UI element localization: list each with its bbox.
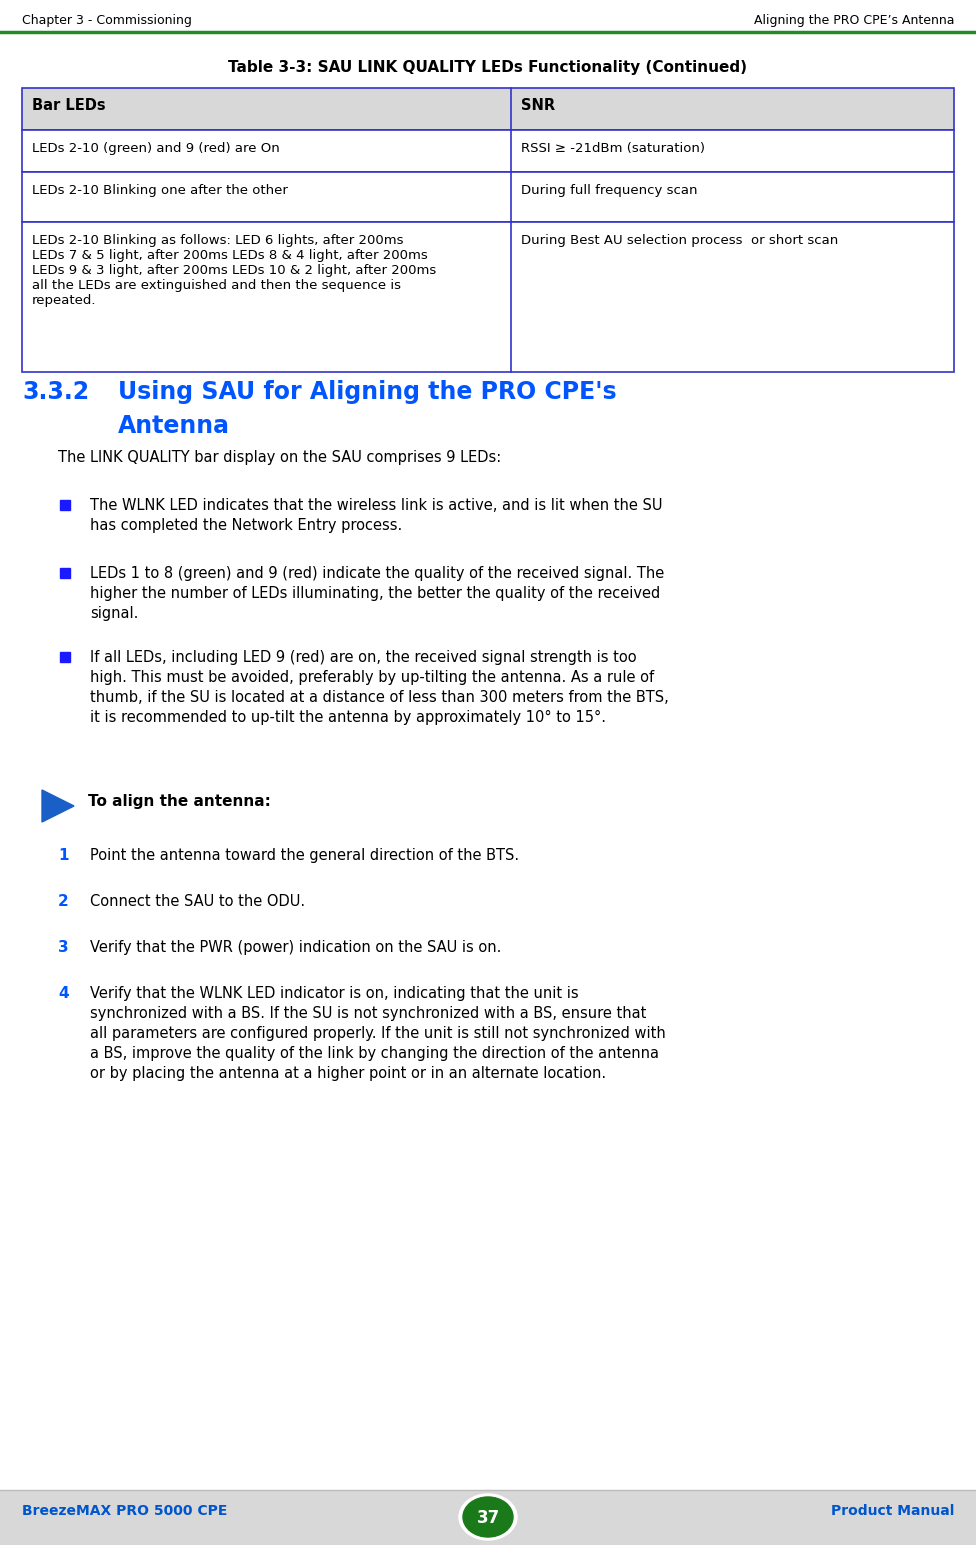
Text: If all LEDs, including LED 9 (red) are on, the received signal strength is too: If all LEDs, including LED 9 (red) are o… xyxy=(90,650,636,664)
Text: Product Manual: Product Manual xyxy=(831,1503,954,1519)
FancyBboxPatch shape xyxy=(22,88,954,130)
FancyBboxPatch shape xyxy=(60,569,70,578)
Text: SNR: SNR xyxy=(521,97,555,113)
Text: higher the number of LEDs illuminating, the better the quality of the received: higher the number of LEDs illuminating, … xyxy=(90,586,660,601)
Text: high. This must be avoided, preferably by up-tilting the antenna. As a rule of: high. This must be avoided, preferably b… xyxy=(90,671,654,684)
Text: it is recommended to up-tilt the antenna by approximately 10° to 15°.: it is recommended to up-tilt the antenna… xyxy=(90,711,606,725)
Text: 37: 37 xyxy=(476,1509,500,1526)
FancyBboxPatch shape xyxy=(22,222,954,372)
FancyBboxPatch shape xyxy=(22,130,954,171)
Text: LEDs 2-10 Blinking one after the other: LEDs 2-10 Blinking one after the other xyxy=(32,184,288,198)
Text: Connect the SAU to the ODU.: Connect the SAU to the ODU. xyxy=(90,895,305,908)
Text: Chapter 3 - Commissioning: Chapter 3 - Commissioning xyxy=(22,14,192,26)
Text: Antenna: Antenna xyxy=(118,414,230,437)
Text: 4: 4 xyxy=(58,986,68,1001)
Text: Verify that the PWR (power) indication on the SAU is on.: Verify that the PWR (power) indication o… xyxy=(90,939,502,955)
Text: or by placing the antenna at a higher point or in an alternate location.: or by placing the antenna at a higher po… xyxy=(90,1066,606,1082)
Text: BreezeMAX PRO 5000 CPE: BreezeMAX PRO 5000 CPE xyxy=(22,1503,227,1519)
Ellipse shape xyxy=(459,1494,517,1540)
Text: Verify that the WLNK LED indicator is on, indicating that the unit is: Verify that the WLNK LED indicator is on… xyxy=(90,986,579,1001)
Text: The LINK QUALITY bar display on the SAU comprises 9 LEDs:: The LINK QUALITY bar display on the SAU … xyxy=(58,450,502,465)
Text: Bar LEDs: Bar LEDs xyxy=(32,97,105,113)
Text: Table 3-3: SAU LINK QUALITY LEDs Functionality (Continued): Table 3-3: SAU LINK QUALITY LEDs Functio… xyxy=(228,60,748,76)
Text: synchronized with a BS. If the SU is not synchronized with a BS, ensure that: synchronized with a BS. If the SU is not… xyxy=(90,1006,646,1021)
Text: LEDs 1 to 8 (green) and 9 (red) indicate the quality of the received signal. The: LEDs 1 to 8 (green) and 9 (red) indicate… xyxy=(90,565,665,581)
Ellipse shape xyxy=(463,1497,513,1537)
FancyBboxPatch shape xyxy=(60,501,70,510)
Text: 1: 1 xyxy=(58,848,68,864)
Text: LEDs 2-10 Blinking as follows: LED 6 lights, after 200ms
LEDs 7 & 5 light, after: LEDs 2-10 Blinking as follows: LED 6 lig… xyxy=(32,233,436,307)
Text: LEDs 2-10 (green) and 9 (red) are On: LEDs 2-10 (green) and 9 (red) are On xyxy=(32,142,280,154)
Text: Point the antenna toward the general direction of the BTS.: Point the antenna toward the general dir… xyxy=(90,848,519,864)
Text: During full frequency scan: During full frequency scan xyxy=(521,184,698,198)
FancyBboxPatch shape xyxy=(60,652,70,661)
Text: signal.: signal. xyxy=(90,606,139,621)
Text: 2: 2 xyxy=(58,895,68,908)
Text: 3: 3 xyxy=(58,939,68,955)
Text: During Best AU selection process  or short scan: During Best AU selection process or shor… xyxy=(521,233,838,247)
FancyBboxPatch shape xyxy=(22,171,954,222)
Text: all parameters are configured properly. If the unit is still not synchronized wi: all parameters are configured properly. … xyxy=(90,1026,666,1041)
FancyBboxPatch shape xyxy=(0,1489,976,1545)
Polygon shape xyxy=(42,789,74,822)
Text: 3.3.2: 3.3.2 xyxy=(22,380,89,403)
Text: Using SAU for Aligning the PRO CPE's: Using SAU for Aligning the PRO CPE's xyxy=(118,380,617,403)
Text: a BS, improve the quality of the link by changing the direction of the antenna: a BS, improve the quality of the link by… xyxy=(90,1046,659,1061)
Text: To align the antenna:: To align the antenna: xyxy=(88,794,271,810)
Text: thumb, if the SU is located at a distance of less than 300 meters from the BTS,: thumb, if the SU is located at a distanc… xyxy=(90,691,669,705)
Text: has completed the Network Entry process.: has completed the Network Entry process. xyxy=(90,518,402,533)
Text: RSSI ≥ -21dBm (saturation): RSSI ≥ -21dBm (saturation) xyxy=(521,142,706,154)
Text: The WLNK LED indicates that the wireless link is active, and is lit when the SU: The WLNK LED indicates that the wireless… xyxy=(90,497,663,513)
Text: Aligning the PRO CPE’s Antenna: Aligning the PRO CPE’s Antenna xyxy=(753,14,954,26)
